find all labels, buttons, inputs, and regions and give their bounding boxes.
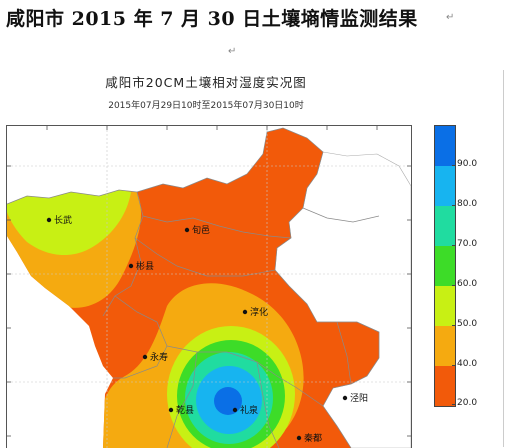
city-qindu: 秦都 xyxy=(296,432,322,444)
legend-tick-label: 90.0 xyxy=(457,159,478,169)
legend-tick-label: 50.0 xyxy=(457,319,478,329)
map-title: 咸阳市20CM土壤相对湿度实况图 xyxy=(105,75,307,90)
city-label: 秦都 xyxy=(304,432,322,444)
document-title: 咸阳市 2015 年 7 月 30 日土壤墒情监测结果 xyxy=(6,8,418,30)
city-binxian: 彬县 xyxy=(128,260,154,272)
moisture-legend xyxy=(434,125,456,407)
legend-band xyxy=(435,326,455,366)
county-boundaries xyxy=(7,127,380,448)
legend-band xyxy=(435,366,455,406)
map-subtitle: 2015年07月29日10时至2015年07月30日10时 xyxy=(108,101,304,111)
legend-band xyxy=(435,166,455,206)
legend-tick-label: 20.0 xyxy=(457,398,478,408)
legend-tick-label: 60.0 xyxy=(457,279,478,289)
city-jingyang: 泾阳 xyxy=(342,392,368,404)
paragraph-mark-icon: ↵ xyxy=(446,12,455,23)
map-canvas: 长武 旬邑 彬县 淳化 永寿 乾县 xyxy=(7,126,411,448)
city-chunhua: 淳化 xyxy=(242,306,268,318)
soil-moisture-map: 长武 旬邑 彬县 淳化 永寿 乾县 xyxy=(6,125,412,448)
legend-tick-label: 40.0 xyxy=(457,359,478,369)
city-liquan: 礼泉 xyxy=(232,404,258,416)
paragraph-mark-icon: ↵ xyxy=(228,46,237,57)
city-label: 彬县 xyxy=(136,260,154,272)
legend-tick-label: 70.0 xyxy=(457,239,478,249)
city-label: 永寿 xyxy=(150,351,168,363)
city-label: 旬邑 xyxy=(192,224,210,236)
city-label: 淳化 xyxy=(250,306,268,318)
city-label: 泾阳 xyxy=(350,392,368,404)
legend-band xyxy=(435,126,455,166)
city-markers: 长武 旬邑 彬县 淳化 永寿 乾县 xyxy=(46,214,368,444)
city-label: 礼泉 xyxy=(240,404,258,416)
city-qianxian: 乾县 xyxy=(168,404,194,416)
city-changwu: 长武 xyxy=(46,214,72,226)
city-label: 乾县 xyxy=(176,404,194,416)
legend-tick-label: 80.0 xyxy=(457,199,478,209)
city-label: 长武 xyxy=(54,214,72,226)
legend-band xyxy=(435,206,455,246)
page-edge-line xyxy=(503,70,504,447)
legend-band xyxy=(435,286,455,326)
legend-band xyxy=(435,246,455,286)
city-yongshou: 永寿 xyxy=(142,351,168,363)
city-xunyi: 旬邑 xyxy=(184,224,210,236)
